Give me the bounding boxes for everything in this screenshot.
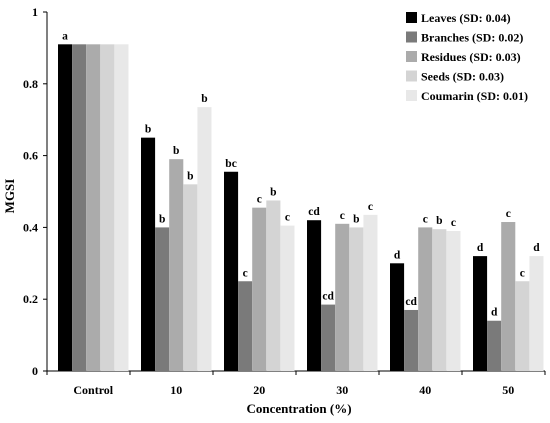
bar [335,223,350,371]
bar [155,227,170,371]
significance-label: a [62,30,68,42]
significance-label: d [491,307,498,319]
significance-label: b [436,215,442,227]
significance-label: c [506,208,511,220]
bar [418,227,433,371]
significance-label: b [187,170,193,182]
significance-label: b [145,124,151,136]
bar [114,44,129,372]
legend-entry-label: Coumarin (SD: 0.01) [421,89,528,103]
bar [321,304,336,371]
bar [58,44,73,372]
bar [446,230,461,371]
axes: 0 0.2 0.4 0.6 0.8 1 Control 10 20 30 40 50 [23,5,546,397]
bar [515,281,530,371]
legend-swatch [406,12,417,23]
bar [280,225,295,371]
bar [363,214,378,371]
x-tick-label: 40 [419,383,431,397]
bar [86,44,101,372]
x-tick-label: Control [73,383,113,397]
significance-label: d [477,242,484,254]
significance-label: d [394,249,401,261]
legend-entry-label: Seeds (SD: 0.03) [421,70,504,84]
y-tick-label: 0 [32,364,38,378]
x-tick-label: 10 [170,383,182,397]
significance-label: b [173,145,179,157]
bars [58,44,544,372]
legend-entry-label: Residues (SD: 0.03) [421,50,521,64]
x-tick-label: 50 [502,383,514,397]
x-tick-label: 30 [336,383,348,397]
y-tick-label: 0.4 [23,220,38,234]
bar [501,222,516,371]
significance-label: bc [225,158,237,170]
significance-label: c [285,212,290,224]
legend-swatch [406,90,417,101]
bar [183,184,198,371]
bar [349,227,364,371]
significance-label: cd [405,296,417,308]
significance-label: b [201,93,207,105]
bar [100,44,115,372]
bar [72,44,87,372]
significance-label: b [159,213,165,225]
bar [224,171,239,371]
bar [141,137,156,371]
legend: Leaves (SD: 0.04) Branches (SD: 0.02) Resi… [406,11,528,103]
significance-label: c [451,217,456,229]
bar [404,309,419,371]
significance-label: d [533,242,540,254]
bar [307,220,322,371]
legend-swatch [406,70,417,82]
significance-label: b [270,186,276,198]
bar [266,200,281,371]
significance-label: c [243,267,248,279]
x-axis-title: Concentration (%) [246,401,351,416]
legend-swatch [406,51,417,62]
bar [390,263,405,371]
bar [252,207,267,371]
y-tick-label: 0.6 [23,149,38,163]
bar [238,281,253,371]
y-tick-label: 1 [32,5,38,19]
significance-label: c [257,194,262,206]
significance-label: c [340,210,345,222]
legend-swatch [406,31,417,43]
bar [473,256,488,371]
significance-label: c [368,201,373,213]
y-tick-label: 0.2 [23,292,38,306]
legend-entry-label: Leaves (SD: 0.04) [421,11,511,25]
bar [432,229,447,371]
legend-entry-label: Branches (SD: 0.02) [421,31,523,45]
significance-label: cd [322,291,334,303]
y-axis-title: MGSI [2,179,17,214]
significance-label: b [353,213,359,225]
significance-label: c [423,213,428,225]
bar [529,256,544,371]
bar [169,159,184,371]
y-tick-label: 0.8 [23,77,38,91]
significance-label: c [520,267,525,279]
bar [487,320,502,371]
bar [197,107,212,371]
significance-label: cd [308,206,320,218]
x-tick-label: 20 [253,383,265,397]
